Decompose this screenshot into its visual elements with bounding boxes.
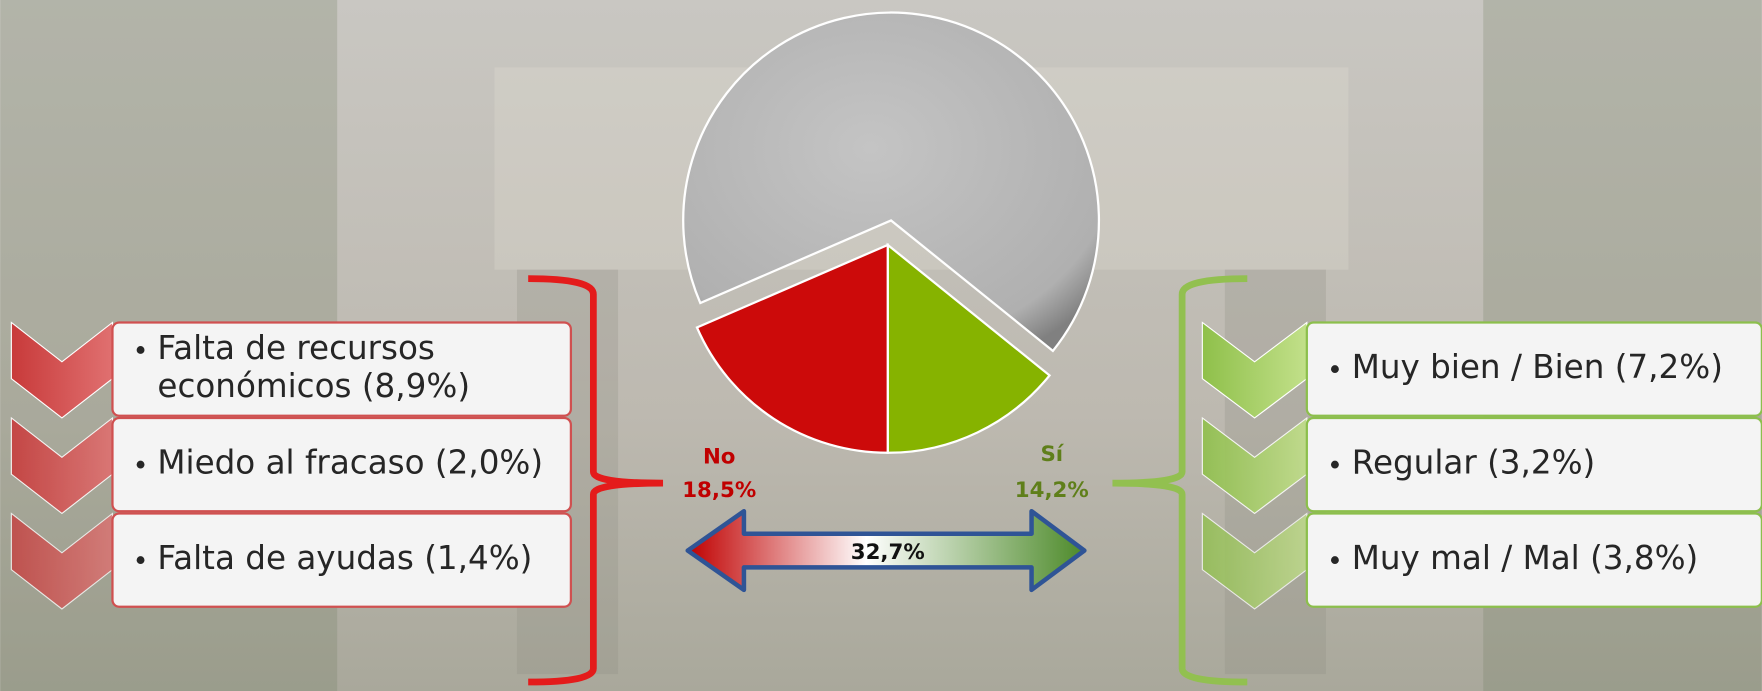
list-box xyxy=(111,321,573,417)
total-arrow xyxy=(685,508,1087,593)
bullet xyxy=(1330,556,1339,565)
left-bracket xyxy=(528,275,664,686)
list-box xyxy=(111,512,573,608)
pie-slice xyxy=(886,242,1052,454)
right-list: Muy bien / Bien (7,2%) Regular (3,2%) Muy … xyxy=(1201,321,1762,610)
list-item-text: Regular (3,2%) xyxy=(1352,444,1596,482)
pie-slice xyxy=(682,11,1101,353)
bullet xyxy=(1330,365,1339,374)
list-item-text: económicos (8,9%) xyxy=(157,367,470,405)
slice-category: Sí xyxy=(1040,442,1064,467)
list-item-text: Muy bien / Bien (7,2%) xyxy=(1352,348,1723,386)
list-item-text: Falta de ayudas (1,4%) xyxy=(157,539,532,577)
slice-value-label: 14,2% xyxy=(1015,478,1089,503)
pie xyxy=(682,11,1101,454)
list-item-text: Miedo al fracaso (2,0%) xyxy=(157,444,543,482)
slice-value-label: 18,5% xyxy=(682,478,756,503)
list-box xyxy=(111,416,573,513)
total-label: 32,7% xyxy=(851,540,925,565)
right-bracket xyxy=(1112,275,1248,686)
bullet xyxy=(136,556,145,565)
list-item-text: Muy mal / Mal (3,8%) xyxy=(1352,539,1699,577)
bullet xyxy=(1330,460,1339,469)
bullet xyxy=(136,346,145,354)
pie-slice xyxy=(695,243,889,454)
slice-category: No xyxy=(703,444,736,469)
list-item-text: Falta de recursos xyxy=(157,329,435,367)
bullet xyxy=(136,460,145,469)
